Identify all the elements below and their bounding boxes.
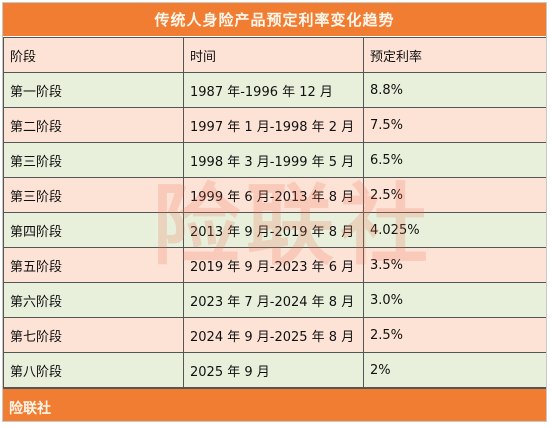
- rate-cell: 2%: [363, 352, 546, 388]
- footer-source-label: 险联社: [3, 388, 546, 421]
- rate-table-card: 传统人身险产品预定利率变化趋势 阶段 时间 预定利率 第一阶段 1987 年-1…: [2, 2, 547, 422]
- column-header-rate: 预定利率: [363, 37, 546, 73]
- table-row: 第三阶段 1998 年 3 月-1999 年 5 月 6.5%: [3, 142, 546, 178]
- rate-cell: 2.5%: [363, 177, 546, 213]
- rate-cell: 8.8%: [363, 72, 546, 108]
- table-row: 第八阶段 2025 年 9 月 2%: [3, 352, 546, 388]
- stage-cell: 第七阶段: [3, 317, 184, 353]
- table-row: 第六阶段 2023 年 7 月-2024 年 8 月 3.0%: [3, 282, 546, 318]
- period-cell: 2024 年 9 月-2025 年 8 月: [183, 317, 364, 353]
- period-cell: 1997 年 1 月-1998 年 2 月: [183, 107, 364, 143]
- period-cell: 2019 年 9 月-2023 年 6 月: [183, 247, 364, 283]
- period-cell: 1999 年 6 月-2013 年 8 月: [183, 177, 364, 213]
- table-row: 第五阶段 2019 年 9 月-2023 年 6 月 3.5%: [3, 247, 546, 283]
- stage-cell: 第三阶段: [3, 177, 184, 213]
- stage-cell: 第六阶段: [3, 282, 184, 318]
- table-title: 传统人身险产品预定利率变化趋势: [3, 3, 546, 37]
- rate-cell: 2.5%: [363, 317, 546, 353]
- table-row: 第七阶段 2024 年 9 月-2025 年 8 月 2.5%: [3, 317, 546, 353]
- stage-cell: 第八阶段: [3, 352, 184, 388]
- stage-cell: 第四阶段: [3, 212, 184, 248]
- table-row: 第三阶段 1999 年 6 月-2013 年 8 月 2.5%: [3, 177, 546, 213]
- period-cell: 1987 年-1996 年 12 月: [183, 72, 364, 108]
- stage-cell: 第五阶段: [3, 247, 184, 283]
- rate-cell: 7.5%: [363, 107, 546, 143]
- period-cell: 2025 年 9 月: [183, 352, 364, 388]
- rate-cell: 3.5%: [363, 247, 546, 283]
- table-row: 第四阶段 2013 年 9 月-2019 年 8 月 4.025%: [3, 212, 546, 248]
- column-header-period: 时间: [183, 37, 364, 73]
- rate-cell: 6.5%: [363, 142, 546, 178]
- stage-cell: 第一阶段: [3, 72, 184, 108]
- rate-cell: 4.025%: [363, 212, 546, 248]
- rate-table: 阶段 时间 预定利率 第一阶段 1987 年-1996 年 12 月 8.8% …: [3, 37, 546, 388]
- period-cell: 2023 年 7 月-2024 年 8 月: [183, 282, 364, 318]
- column-header-stage: 阶段: [3, 37, 184, 73]
- rate-cell: 3.0%: [363, 282, 546, 318]
- table-row: 第二阶段 1997 年 1 月-1998 年 2 月 7.5%: [3, 107, 546, 143]
- period-cell: 2013 年 9 月-2019 年 8 月: [183, 212, 364, 248]
- period-cell: 1998 年 3 月-1999 年 5 月: [183, 142, 364, 178]
- stage-cell: 第三阶段: [3, 142, 184, 178]
- stage-cell: 第二阶段: [3, 107, 184, 143]
- table-header-row: 阶段 时间 预定利率: [3, 37, 546, 73]
- table-row: 第一阶段 1987 年-1996 年 12 月 8.8%: [3, 72, 546, 108]
